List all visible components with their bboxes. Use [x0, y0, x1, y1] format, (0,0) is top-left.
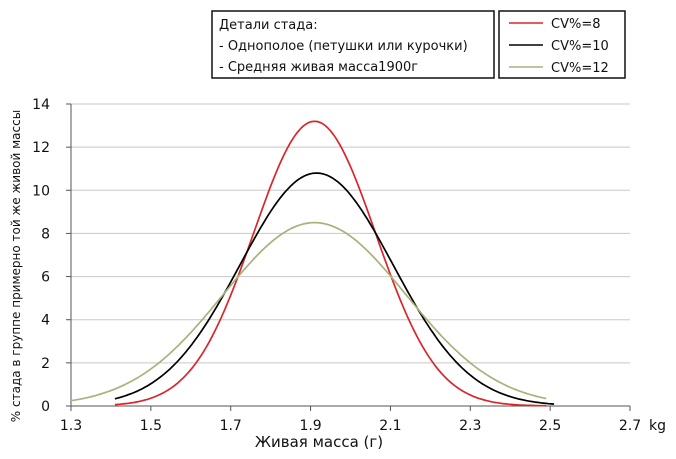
- info-box-line-1: - Однополое (петушки или курочки): [219, 39, 468, 54]
- y-tick-label: 10: [32, 183, 50, 199]
- y-tick-labels: 0 2 4 6 8 10 12 14: [32, 97, 50, 415]
- x-tick-label: 1.9: [299, 418, 321, 434]
- tick-marks: [66, 103, 631, 411]
- y-tick-label: 6: [41, 270, 50, 286]
- series-lines: [70, 120, 555, 407]
- grid-lines: [71, 103, 630, 364]
- x-tick-label: 1.7: [220, 418, 242, 434]
- x-tick-label: 1.5: [140, 418, 162, 434]
- x-unit-label: kg: [649, 418, 666, 434]
- info-box-title: Детали стада:: [219, 18, 318, 33]
- y-axis-title: % стада в группе примерно той же живой м…: [9, 110, 23, 422]
- x-tick-labels: 1.3 1.5 1.7 1.9 2.1 2.3 2.5 2.7: [60, 418, 641, 434]
- y-tick-label: 8: [41, 226, 50, 242]
- x-tick-label: 2.3: [459, 418, 481, 434]
- x-tick-label: 2.7: [619, 418, 641, 434]
- series-line-cv12: [70, 221, 547, 402]
- series-line-cv8: [114, 120, 547, 407]
- y-tick-label: 12: [32, 140, 50, 156]
- y-tick-label: 2: [41, 356, 50, 372]
- x-tick-label: 1.3: [60, 418, 82, 434]
- series-line-cv10: [114, 172, 555, 405]
- legend: CV%=8 CV%=10 CV%=12: [498, 10, 626, 79]
- info-box: Детали стада: - Однополое (петушки или к…: [211, 10, 495, 79]
- y-tick-label: 4: [41, 313, 50, 329]
- legend-label-cv8: CV%=8: [551, 17, 601, 32]
- x-tick-label: 2.1: [379, 418, 401, 434]
- info-box-line-2: - Средняя живая масса1900г: [219, 60, 418, 75]
- legend-label-cv12: CV%=12: [551, 61, 609, 76]
- legend-label-cv10: CV%=10: [551, 39, 609, 54]
- x-axis-title: Живая масса (г): [255, 433, 383, 451]
- y-tick-label: 14: [32, 97, 50, 113]
- y-tick-label: 0: [41, 399, 50, 415]
- x-tick-label: 2.5: [539, 418, 561, 434]
- info-box-frame: [211, 10, 495, 79]
